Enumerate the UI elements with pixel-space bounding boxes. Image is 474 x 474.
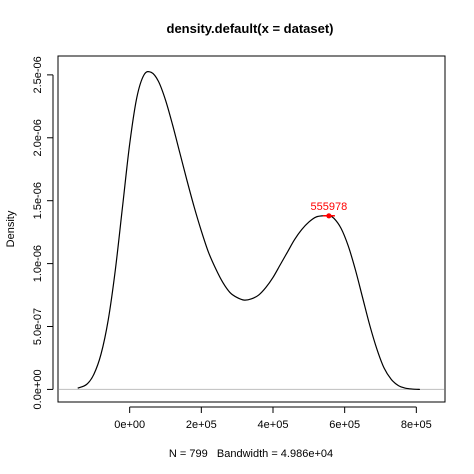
- plot-frame: [57, 55, 446, 403]
- x-axis: 0e+00 2e+05 4e+05 6e+05 8e+05: [114, 406, 432, 431]
- y-tick-label: 5.0e-07: [32, 308, 44, 345]
- y-tick-label: 2.5e-06: [32, 56, 44, 93]
- x-tick-label: 2e+05: [186, 419, 217, 431]
- x-tick-label: 6e+05: [329, 419, 360, 431]
- y-tick-label: 1.5e-06: [32, 182, 44, 219]
- density-curve: [77, 70, 420, 391]
- x-tick-label: 8e+05: [401, 419, 432, 431]
- peak-label: 555978: [311, 201, 348, 213]
- y-axis: 0.0e+00 5.0e-07 1.0e-06 1.5e-06 2.0e-06 2.5e-…: [32, 56, 54, 409]
- x-tick-label: 4e+05: [258, 419, 289, 431]
- y-tick-label: 1.0e-06: [32, 245, 44, 282]
- chart-title: density.default(x = dataset): [167, 21, 334, 36]
- y-tick-label: 2.0e-06: [32, 119, 44, 156]
- peak-point: [326, 213, 332, 219]
- y-tick-label: 0.0e+00: [32, 369, 44, 409]
- peak-annotation: 555978: [311, 201, 348, 219]
- y-axis-label: Density: [5, 210, 17, 247]
- x-tick-label: 0e+00: [114, 419, 145, 431]
- x-axis-label: N = 799 Bandwidth = 4.986e+04: [169, 448, 333, 460]
